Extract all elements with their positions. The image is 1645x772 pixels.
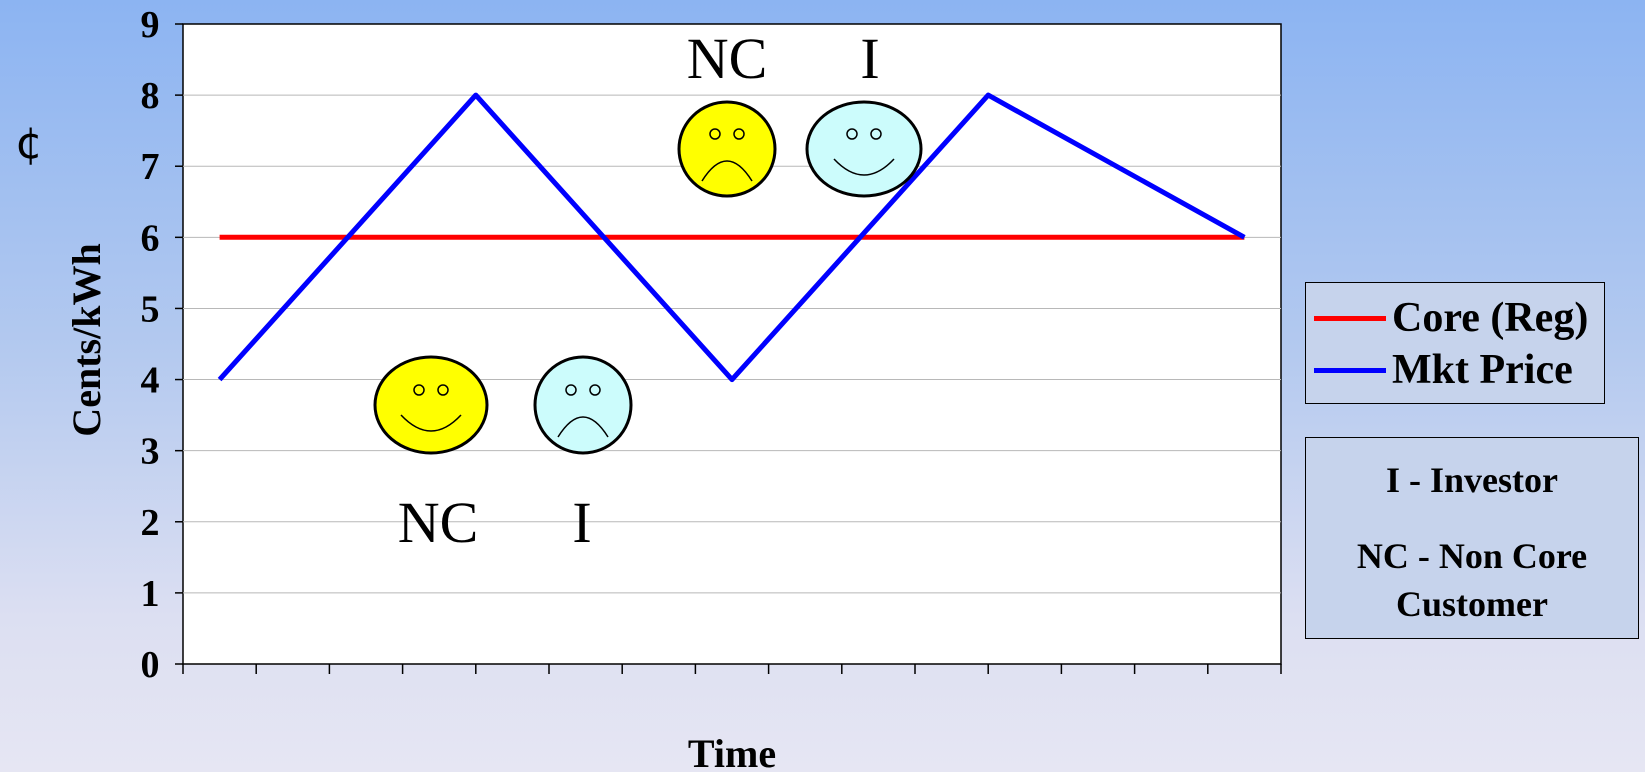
bottom-i-label: I (572, 490, 591, 555)
legend-swatch-mkt (1314, 367, 1386, 373)
y-tick-label: 5 (141, 288, 160, 330)
y-tick-label: 6 (141, 217, 160, 259)
face-outline (805, 100, 923, 198)
top-i-face (805, 100, 923, 198)
bottom-nc-label: NC (398, 490, 479, 555)
definitions-box: I - Investor NC - Non Core Customer (1305, 437, 1639, 639)
note-investor: I - Investor (1386, 460, 1558, 500)
y-tick-label: 4 (141, 360, 160, 402)
smile-mouth (400, 414, 462, 432)
bottom-nc-face (373, 355, 489, 455)
legend-item-core: Core (Reg) (1314, 293, 1588, 343)
note-noncore: NC - Non Core Customer (1356, 536, 1588, 624)
x-axis-label: Time (688, 731, 776, 772)
face-eye-right (733, 128, 745, 140)
top-i-label: I (860, 26, 879, 91)
top-nc-label: NC (687, 26, 768, 91)
face-eye-right (589, 384, 601, 396)
legend-swatch-core (1314, 315, 1386, 321)
face-eye-left (846, 128, 858, 140)
bottom-i-face (533, 355, 633, 455)
face-eye-left (565, 384, 577, 396)
y-tick-label: 8 (141, 75, 160, 117)
face-eye-left (709, 128, 721, 140)
y-tick-label: 0 (141, 644, 160, 686)
legend: Core (Reg) Mkt Price (1305, 282, 1605, 404)
face-outline (373, 355, 489, 455)
face-outline (677, 100, 777, 198)
y-axis-label: Cents/kWh (64, 243, 109, 436)
face-outline (533, 355, 633, 455)
y-tick-label: 7 (141, 146, 160, 188)
face-eye-right (437, 384, 449, 396)
smile-mouth (833, 158, 895, 176)
legend-label-mkt: Mkt Price (1392, 347, 1573, 393)
face-eye-right (870, 128, 882, 140)
legend-item-mkt: Mkt Price (1314, 345, 1573, 395)
y-tick-label: 9 (141, 4, 160, 46)
y-tick-label: 3 (141, 431, 160, 473)
y-tick-label: 1 (141, 573, 160, 615)
frown-mouth (557, 416, 609, 438)
currency-symbol: ¢ (15, 118, 43, 169)
legend-label-core: Core (Reg) (1392, 295, 1589, 341)
face-eye-left (413, 384, 425, 396)
frown-mouth (701, 160, 753, 182)
y-tick-label: 2 (141, 502, 160, 544)
top-nc-face (677, 100, 777, 198)
series-line-mkt (217, 92, 1246, 383)
